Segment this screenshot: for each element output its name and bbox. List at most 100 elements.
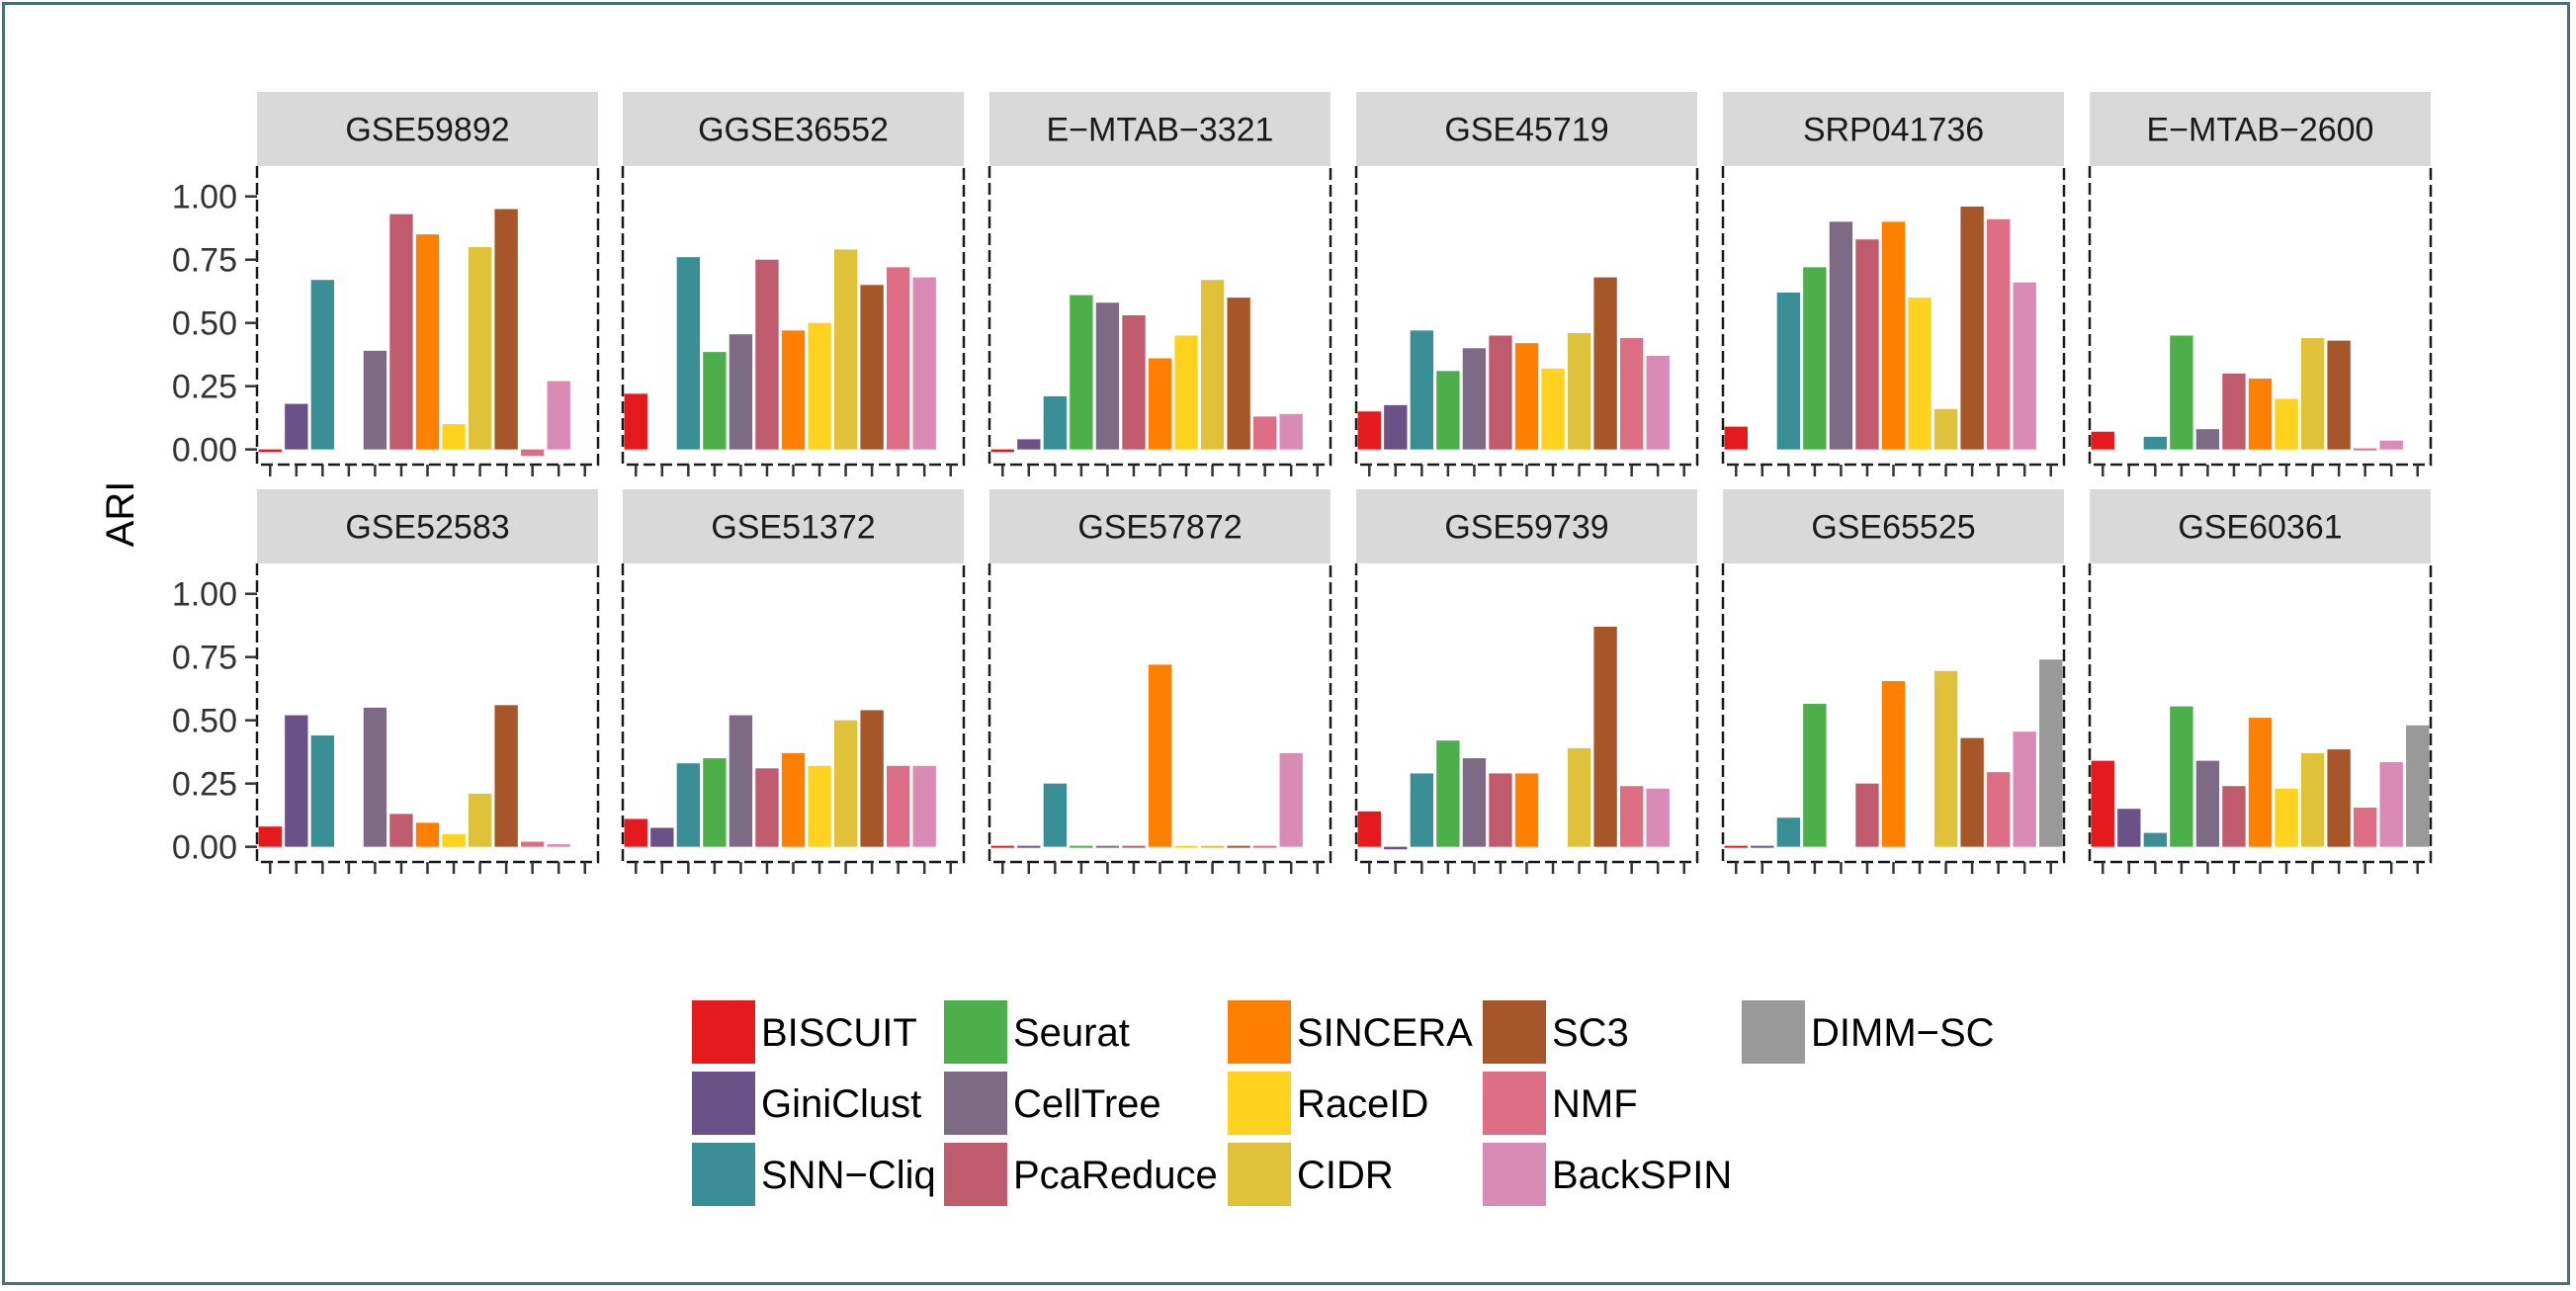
bar-seurat xyxy=(2170,706,2193,847)
bar-backspin xyxy=(547,844,570,847)
y-tick-label: 1.00 xyxy=(172,179,237,216)
bar-raceid xyxy=(2275,788,2298,847)
bar-pcareduce xyxy=(1489,335,1512,450)
bar-celltree xyxy=(1462,758,1487,847)
legend-label: GiniClust xyxy=(761,1082,921,1126)
bar-celltree xyxy=(363,350,387,450)
bar-raceid xyxy=(442,833,466,847)
bar-celltree xyxy=(2195,429,2220,450)
facet-strip xyxy=(623,92,964,166)
bar-biscuit xyxy=(990,449,1014,453)
legend-item: SNN−Cliq xyxy=(692,1143,936,1206)
bar-snn-cliq xyxy=(1043,395,1068,450)
y-axis-title: ARI xyxy=(99,481,142,548)
bar-nmf xyxy=(1252,416,1277,450)
facet-panels: GSE59892 0.00 0.25 0.50 0.75 1.00 GGSE36552 E−M… xyxy=(172,92,2433,874)
bar-sc3 xyxy=(1593,277,1617,450)
bar-biscuit xyxy=(2091,431,2114,450)
bar-cidr xyxy=(2300,752,2325,847)
bar-cidr xyxy=(833,720,858,847)
bar-seurat xyxy=(1070,845,1093,848)
bar-pcareduce xyxy=(2222,786,2246,847)
bar-sincera xyxy=(2248,718,2273,847)
facet-strip xyxy=(1723,489,2064,563)
bar-raceid xyxy=(2275,398,2298,450)
bar-seurat xyxy=(1803,704,1827,847)
bar-sincera xyxy=(415,234,440,450)
legend-label: SNN−Cliq xyxy=(761,1154,936,1197)
y-tick-label: 1.00 xyxy=(172,576,237,614)
facet-title: E−MTAB−2600 xyxy=(2147,112,2374,149)
bar-backspin xyxy=(912,277,936,450)
legend-label: SC3 xyxy=(1552,1011,1629,1055)
facet-panel: GSE60361 xyxy=(2088,489,2433,874)
bar-raceid xyxy=(1174,845,1198,848)
bar-pcareduce xyxy=(1122,315,1146,450)
bar-biscuit xyxy=(2091,760,2114,847)
facet-strip xyxy=(989,489,1331,563)
legend-label: RaceID xyxy=(1297,1082,1428,1126)
bar-biscuit xyxy=(1724,426,1748,450)
bar-sincera xyxy=(1881,681,1906,847)
bar-snn-cliq xyxy=(1410,773,1434,847)
bar-nmf xyxy=(2353,448,2377,451)
bar-nmf xyxy=(2353,807,2377,847)
bar-sc3 xyxy=(2327,749,2351,847)
facet-panel: GGSE36552 xyxy=(621,92,966,476)
bar-snn-cliq xyxy=(310,280,335,450)
bar-backspin xyxy=(2013,282,2036,450)
facet-panel: GSE65525 xyxy=(1721,489,2066,874)
bar-snn-cliq xyxy=(1776,818,1801,847)
bar-cidr xyxy=(468,246,492,450)
bar-pcareduce xyxy=(1489,773,1512,847)
legend-item: CIDR xyxy=(1228,1143,1394,1206)
facet-strip xyxy=(1723,92,2064,166)
facet-strip xyxy=(1356,92,1697,166)
bar-sc3 xyxy=(1593,626,1617,847)
y-tick-label: 0.50 xyxy=(172,703,237,740)
bar-cidr xyxy=(1933,670,1958,847)
y-tick-label: 0.25 xyxy=(172,369,237,406)
legend-swatch xyxy=(1483,1143,1546,1206)
facet-title: GSE65525 xyxy=(1811,509,1975,547)
y-tick-label: 0.00 xyxy=(172,432,237,470)
legend-swatch xyxy=(692,1072,755,1135)
bar-celltree xyxy=(1095,302,1120,450)
facet-strip xyxy=(1356,489,1697,563)
facet-panel: GSE52583 0.00 0.25 0.50 0.75 1.00 xyxy=(172,489,600,874)
bar-cidr xyxy=(2300,338,2325,450)
bar-celltree xyxy=(729,715,753,847)
facet-title: GSE52583 xyxy=(345,509,509,547)
legend-label: CIDR xyxy=(1297,1154,1394,1197)
facet-strip xyxy=(2090,489,2431,563)
facet-strip xyxy=(2090,92,2431,166)
y-tick-label: 0.00 xyxy=(172,829,237,867)
legend-item: PcaReduce xyxy=(944,1143,1218,1206)
facet-panel: GSE51372 xyxy=(621,489,966,874)
bar-giniclust xyxy=(285,403,308,450)
bar-nmf xyxy=(520,841,545,847)
bar-sincera xyxy=(1148,664,1172,847)
legend-swatch xyxy=(692,1000,755,1064)
legend-swatch xyxy=(1228,1072,1291,1135)
facet-panel: GSE59739 xyxy=(1354,489,1699,874)
bar-seurat xyxy=(1436,740,1460,847)
bar-sincera xyxy=(781,330,806,450)
bar-snn-cliq xyxy=(1410,330,1434,450)
bar-sincera xyxy=(2248,378,2273,450)
bar-snn-cliq xyxy=(2143,436,2168,450)
bar-giniclust xyxy=(285,715,308,847)
bar-backspin xyxy=(2379,761,2403,847)
y-tick-label: 0.75 xyxy=(172,242,237,280)
bar-pcareduce xyxy=(1122,845,1146,848)
bar-snn-cliq xyxy=(310,735,335,847)
bar-nmf xyxy=(1252,845,1277,848)
facet-title: GSE59892 xyxy=(345,112,509,149)
facet-strip xyxy=(989,92,1331,166)
bar-seurat xyxy=(1803,267,1827,450)
bar-backspin xyxy=(1279,413,1303,450)
bar-snn-cliq xyxy=(1776,292,1801,450)
facet-title: GSE57872 xyxy=(1077,509,1242,547)
y-tick-label: 0.75 xyxy=(172,640,237,677)
bar-sincera xyxy=(781,752,806,847)
